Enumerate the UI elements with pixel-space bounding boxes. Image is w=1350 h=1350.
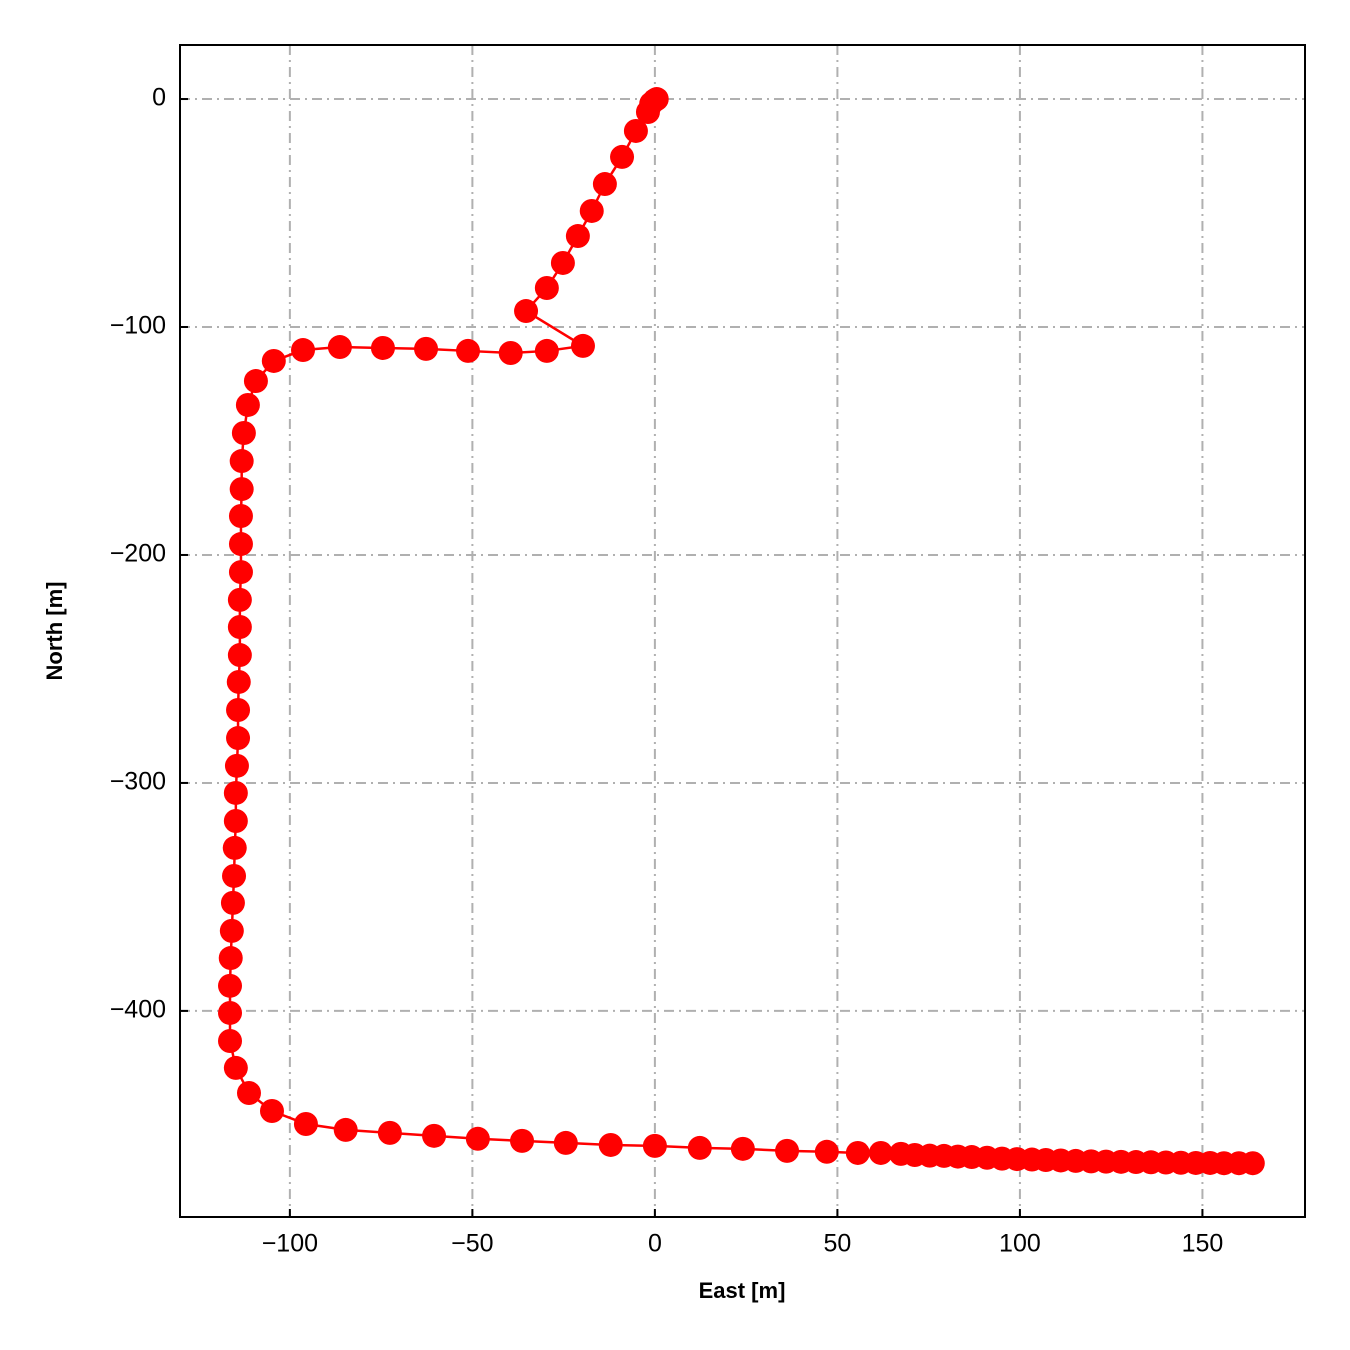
x-tick-label: 50	[823, 1230, 851, 1258]
marker	[598, 1132, 623, 1157]
marker	[227, 587, 252, 612]
marker	[228, 560, 253, 585]
marker	[231, 421, 256, 446]
y-tick-label: −100	[110, 312, 166, 340]
marks	[218, 87, 1265, 1176]
y-tick-label: −300	[110, 768, 166, 796]
marker	[235, 392, 260, 417]
marker	[845, 1140, 870, 1165]
marker	[219, 918, 244, 943]
marker	[261, 348, 286, 373]
marker	[465, 1126, 490, 1151]
grid	[180, 45, 1305, 1217]
marker	[218, 1029, 243, 1054]
marker	[642, 1133, 667, 1158]
marker	[236, 1080, 261, 1105]
y-tick-label: −200	[110, 540, 166, 568]
plot-frame	[179, 44, 1306, 1218]
marker	[222, 863, 247, 888]
marker	[227, 615, 252, 640]
marker	[226, 697, 251, 722]
marker	[635, 100, 660, 125]
marker	[228, 503, 253, 528]
marker	[224, 753, 249, 778]
marker	[291, 338, 316, 363]
marker	[223, 1055, 248, 1080]
marker	[623, 118, 648, 143]
marker	[228, 532, 253, 557]
y-axis-label: North [m]	[42, 582, 67, 681]
marker	[610, 144, 635, 169]
marker	[220, 890, 245, 915]
marker	[370, 335, 395, 360]
y-tick-label: −400	[110, 996, 166, 1024]
marker	[868, 1140, 893, 1165]
marker	[229, 449, 254, 474]
marker	[222, 835, 247, 860]
plot-area	[180, 45, 1305, 1217]
x-tick-label: 150	[1182, 1230, 1224, 1258]
marker	[814, 1139, 839, 1164]
marker	[226, 726, 251, 751]
marker	[550, 250, 575, 275]
marker	[226, 669, 251, 694]
marker	[534, 338, 559, 363]
x-axis-label: East [m]	[699, 1278, 786, 1303]
marker	[218, 1000, 243, 1025]
marker	[592, 172, 617, 197]
x-tick-label: 0	[648, 1230, 662, 1258]
x-tick-label: 100	[999, 1230, 1041, 1258]
marker	[579, 198, 604, 223]
marker	[456, 338, 481, 363]
marker	[259, 1098, 284, 1123]
marker	[534, 276, 559, 301]
marker	[510, 1128, 535, 1153]
marker	[333, 1117, 358, 1142]
marker	[327, 335, 352, 360]
marker	[1240, 1151, 1265, 1176]
marker	[229, 477, 254, 502]
marker	[570, 333, 595, 358]
x-tick-label: −100	[262, 1230, 318, 1258]
marker	[377, 1120, 402, 1145]
marker	[553, 1130, 578, 1155]
marker	[775, 1138, 800, 1163]
marker	[565, 224, 590, 249]
marker	[730, 1136, 755, 1161]
x-tick-label: −50	[451, 1230, 493, 1258]
marker	[687, 1135, 712, 1160]
marker	[422, 1123, 447, 1148]
marker	[293, 1111, 318, 1136]
marker	[514, 299, 539, 324]
marker	[223, 780, 248, 805]
marker	[414, 336, 439, 361]
marker	[218, 973, 243, 998]
marker	[218, 946, 243, 971]
marker	[243, 369, 268, 394]
y-tick-label: 0	[152, 84, 166, 112]
marker	[223, 809, 248, 834]
marker	[227, 643, 252, 668]
marker	[498, 340, 523, 365]
